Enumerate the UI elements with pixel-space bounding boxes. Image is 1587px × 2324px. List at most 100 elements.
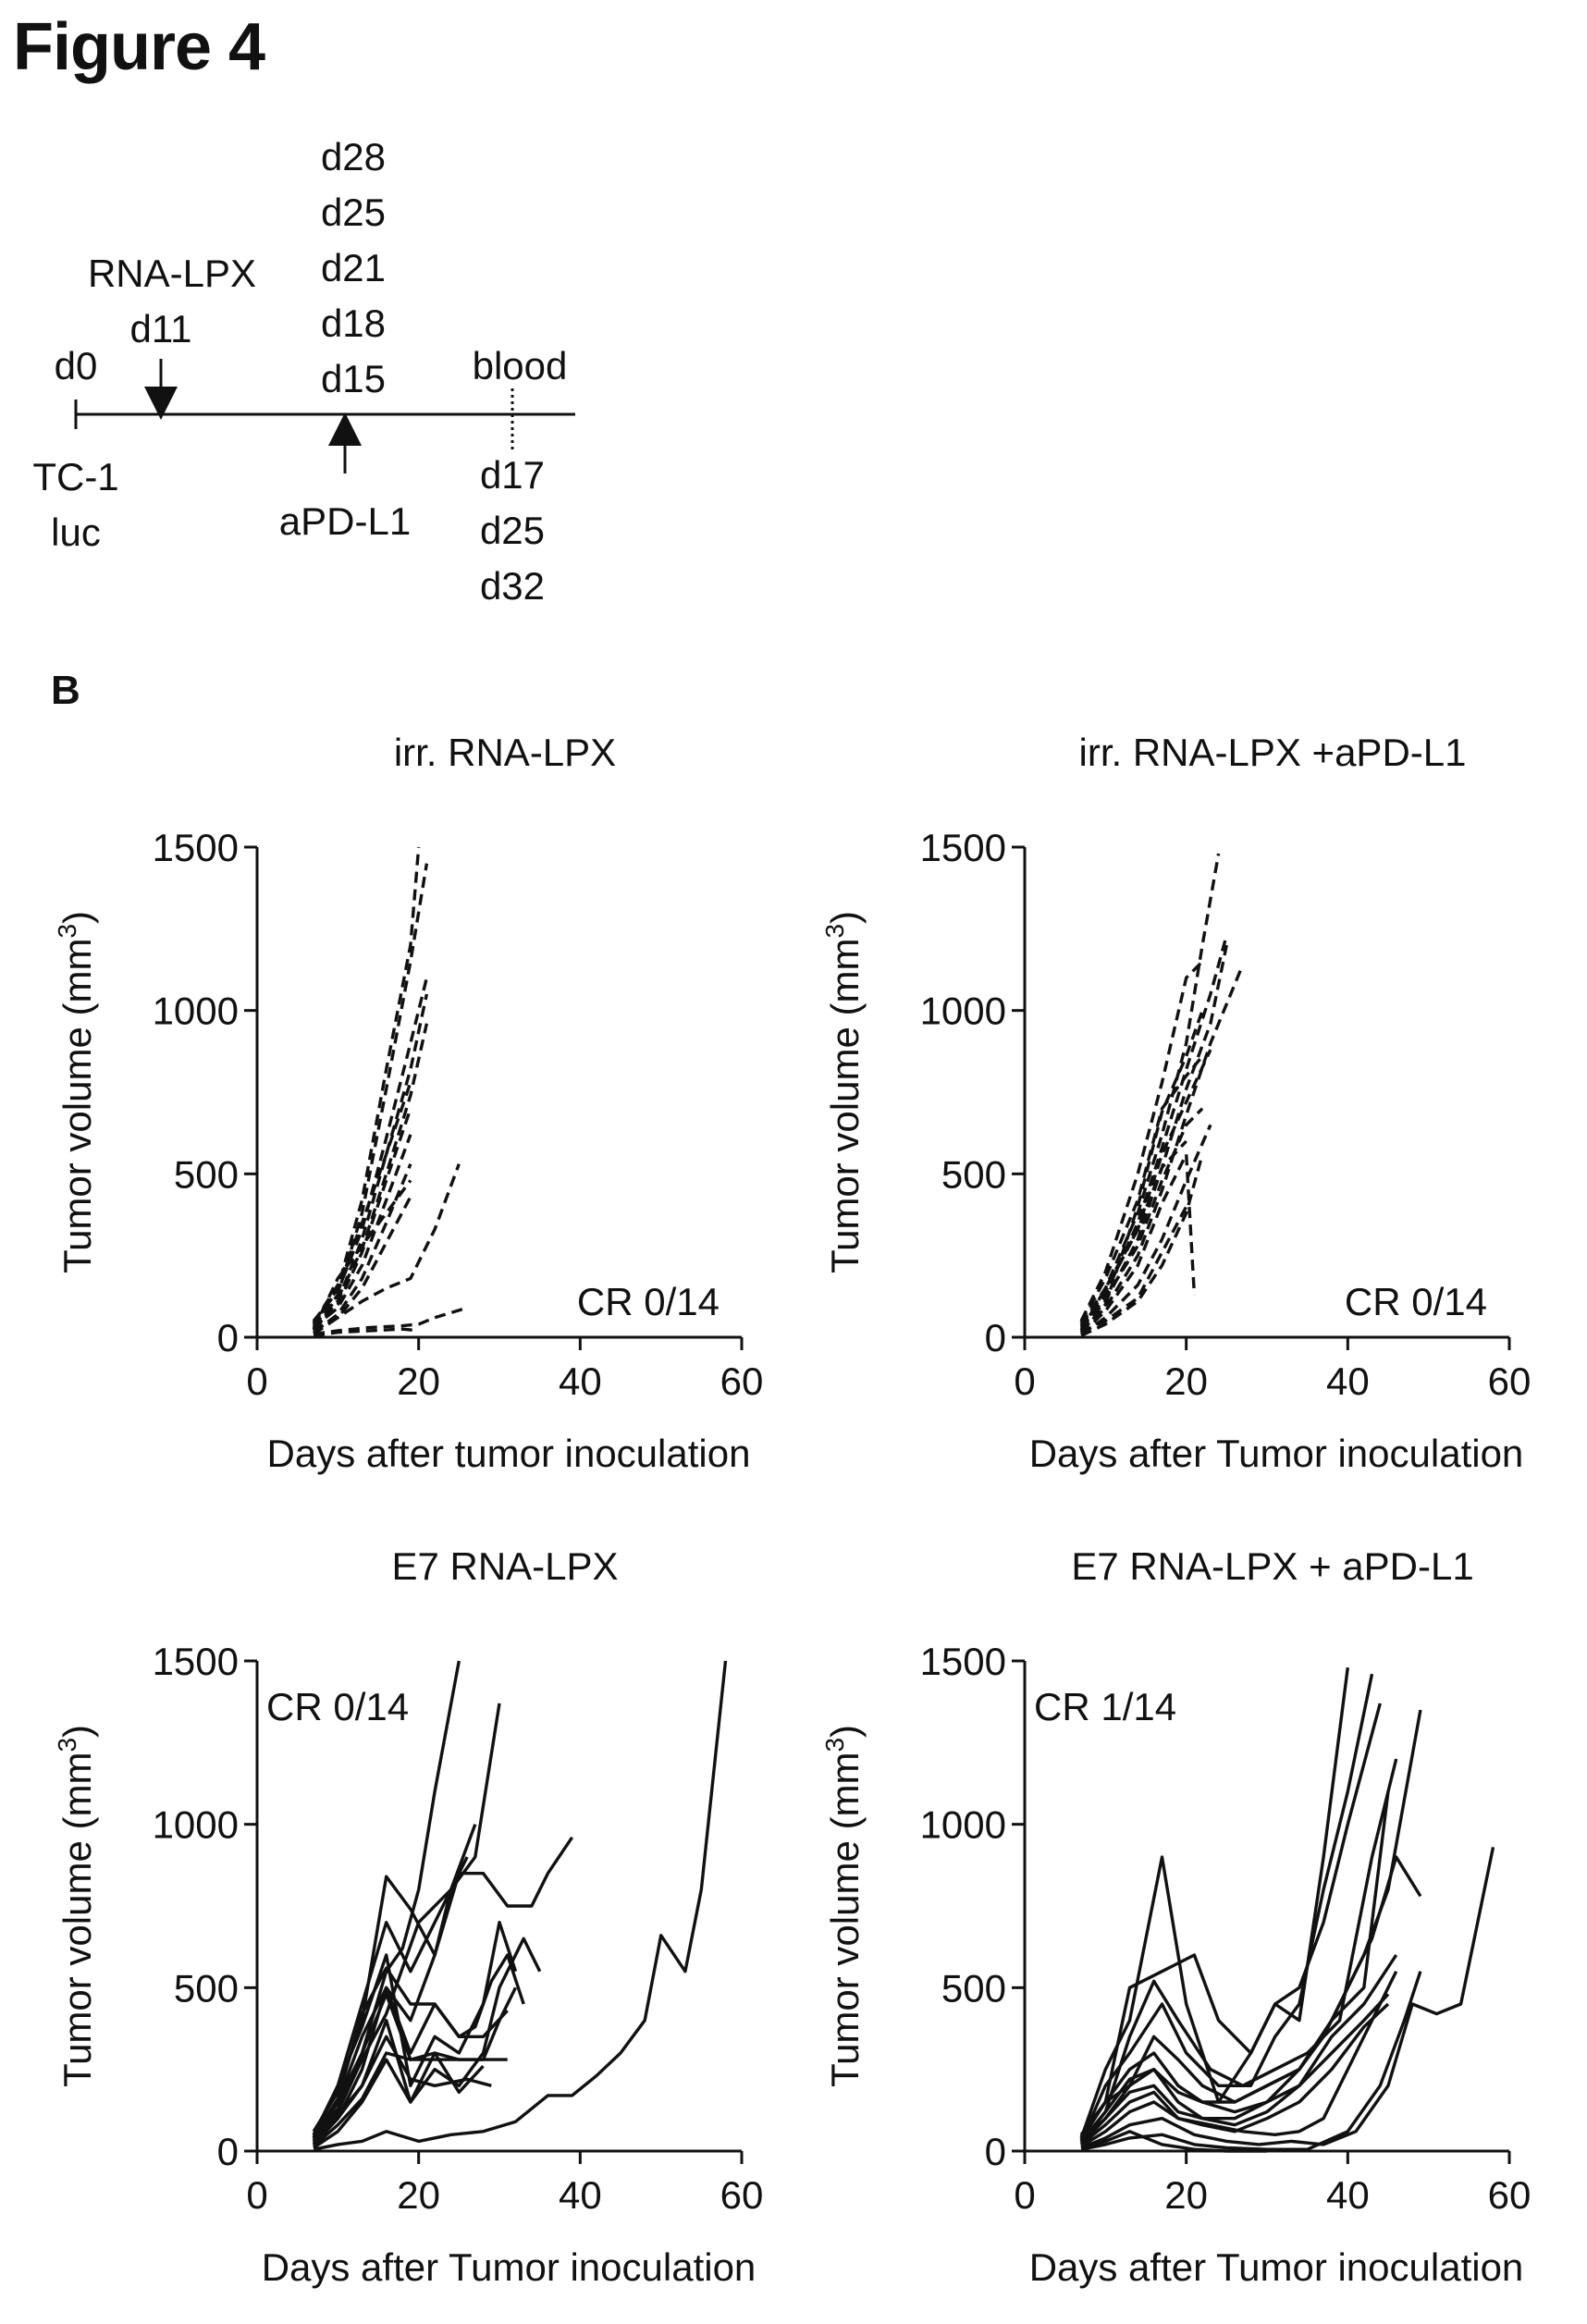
tumor-growth-line xyxy=(313,1327,419,1337)
tumor-growth-line xyxy=(312,2035,492,2145)
tumor-growth-line xyxy=(1079,1107,1204,1329)
antibody-label: aPD-L1 xyxy=(279,499,411,543)
antibody-day: d18 xyxy=(321,301,386,345)
y-tick-label: 500 xyxy=(174,1152,239,1196)
tumor-growth-line xyxy=(1079,1954,1398,2138)
tumor-growth-line xyxy=(1079,1703,1382,2136)
tumor-growth-line xyxy=(1079,1049,1212,1327)
y-tick-label: 1000 xyxy=(920,1803,1006,1847)
tumor-growth-line xyxy=(312,1108,412,1333)
x-tick-label: 60 xyxy=(1488,1359,1532,1403)
y-tick-label: 1000 xyxy=(153,990,239,1033)
tumor-growth-line xyxy=(312,846,421,1325)
chart-panel-1: irr. RNA-LPX 0 20 40 60 0 500 1000 1500 Days afte… xyxy=(53,731,763,1475)
y-tick-label: 0 xyxy=(985,1316,1006,1359)
y-tick-label: 500 xyxy=(941,1152,1006,1196)
tumor-growth-line xyxy=(1079,964,1245,1333)
tumor-growth-line xyxy=(1080,1205,1188,1334)
x-axis-label: Days after Tumor inoculation xyxy=(262,2245,757,2289)
panel-b-label: B xyxy=(51,668,80,713)
complete-response-annotation: CR 0/14 xyxy=(1345,1280,1487,1323)
chart-title: E7 RNA-LPX + aPD-L1 xyxy=(1071,1544,1473,1588)
x-tick-label: 40 xyxy=(1326,1359,1370,1403)
y-tick-label: 500 xyxy=(941,1966,1006,2010)
x-tick-label: 0 xyxy=(246,2173,267,2217)
y-tick-label: 0 xyxy=(985,2130,1006,2173)
tumor-growth-line xyxy=(1080,1970,1398,2148)
y-axis-label: Tumor volume (mm3) xyxy=(820,1725,867,2087)
tumor-cell-line-label: TC-1 xyxy=(32,455,118,498)
tumor-growth-line xyxy=(1080,1153,1204,1337)
chart-title: E7 RNA-LPX xyxy=(391,1544,618,1588)
y-axis-label: Tumor volume (mm3) xyxy=(53,911,99,1273)
x-tick-label: 20 xyxy=(397,1359,440,1403)
y-tick-label: 0 xyxy=(217,1316,239,1359)
antibody-day: d15 xyxy=(321,357,386,400)
antibody-day: d25 xyxy=(321,191,386,234)
complete-response-annotation: CR 0/14 xyxy=(577,1280,720,1323)
chart-panel-2: irr. RNA-LPX +aPD-L1 0 20 40 60 0 500 1000 1500 D… xyxy=(820,731,1531,1475)
tumor-growth-line xyxy=(312,977,429,1322)
x-axis-label: Days after Tumor inoculation xyxy=(1029,1432,1524,1475)
y-tick-label: 1500 xyxy=(153,826,239,869)
tumor-growth-line xyxy=(312,1023,429,1327)
tumor-growth-line xyxy=(312,863,429,1329)
tumor-growth-line xyxy=(312,1179,412,1330)
tumor-growth-line xyxy=(1080,1971,1422,2151)
x-tick-label: 60 xyxy=(720,1359,764,1403)
tumor-growth-line xyxy=(1079,1152,1197,1335)
x-tick-label: 20 xyxy=(1164,2173,1208,2217)
blood-label: blood xyxy=(473,344,568,387)
tumor-growth-line xyxy=(1080,1847,1495,2150)
chart-panel-3: E7 RNA-LPX 0 20 40 60 0 500 1000 1500 Days after … xyxy=(53,1544,763,2289)
x-tick-label: 0 xyxy=(1014,2173,1035,2217)
tumor-growth-line xyxy=(313,1163,412,1334)
x-tick-label: 20 xyxy=(397,2173,440,2217)
vaccine-label: RNA-LPX xyxy=(88,252,256,295)
tumor-growth-line xyxy=(1079,1666,1349,2139)
y-tick-label: 1500 xyxy=(153,1640,239,1683)
tumor-growth-line xyxy=(313,1163,461,1333)
tumor-growth-line xyxy=(1080,2002,1390,2146)
tumor-growth-line xyxy=(1079,1139,1187,1332)
tumor-growth-line xyxy=(1079,944,1228,1331)
figure-title: Figure 4 xyxy=(13,10,265,84)
chart-panel-4: E7 RNA-LPX + aPD-L1 0 20 40 60 0 500 1000 1500 Da… xyxy=(820,1544,1531,2289)
tumor-growth-line xyxy=(312,2051,508,2147)
y-tick-label: 500 xyxy=(174,1966,239,2010)
y-axis-label: Tumor volume (mm3) xyxy=(820,911,867,1273)
tumor-growth-line xyxy=(1079,853,1221,1325)
complete-response-annotation: CR 0/14 xyxy=(266,1685,409,1728)
tumor-growth-line xyxy=(313,1306,468,1336)
tumor-growth-line xyxy=(1079,1993,1390,2143)
tumor-growth-line xyxy=(312,1937,542,2146)
y-tick-label: 1500 xyxy=(920,826,1006,869)
x-tick-label: 40 xyxy=(559,1359,602,1403)
schedule-diagram: d0 TC-1 luc RNA-LPX d11 d28 d25 d21 d18 … xyxy=(32,135,575,608)
antibody-day: d21 xyxy=(321,246,386,289)
tumor-growth-line xyxy=(1079,1055,1204,1323)
x-tick-label: 0 xyxy=(1014,1359,1035,1403)
tumor-growth-line xyxy=(313,1660,728,2151)
chart-title: irr. RNA-LPX xyxy=(394,731,616,774)
antibody-day: d28 xyxy=(321,135,386,178)
x-tick-label: 40 xyxy=(1326,2173,1370,2217)
tumor-growth-line xyxy=(312,1836,574,2146)
y-tick-label: 1000 xyxy=(920,990,1006,1033)
x-tick-label: 60 xyxy=(720,2173,764,2217)
tumor-growth-line xyxy=(312,993,429,1331)
tumor-growth-line xyxy=(1079,1855,1422,2141)
tumor-growth-line xyxy=(1079,960,1204,1322)
tumor-growth-line xyxy=(1080,2130,1267,2153)
vaccine-day-label: d11 xyxy=(130,307,192,350)
tumor-growth-line xyxy=(312,1966,509,2138)
tumor-growth-line xyxy=(312,1856,469,2139)
tumor-growth-line xyxy=(1079,1673,1374,2143)
complete-response-annotation: CR 1/14 xyxy=(1034,1685,1176,1728)
tumor-growth-line xyxy=(1079,1709,1422,2146)
x-tick-label: 40 xyxy=(559,2173,602,2217)
tumor-growth-line xyxy=(313,1196,412,1335)
blood-day: d17 xyxy=(480,453,545,497)
tumor-growth-line xyxy=(312,1920,518,2136)
tumor-growth-line xyxy=(312,1986,518,2141)
